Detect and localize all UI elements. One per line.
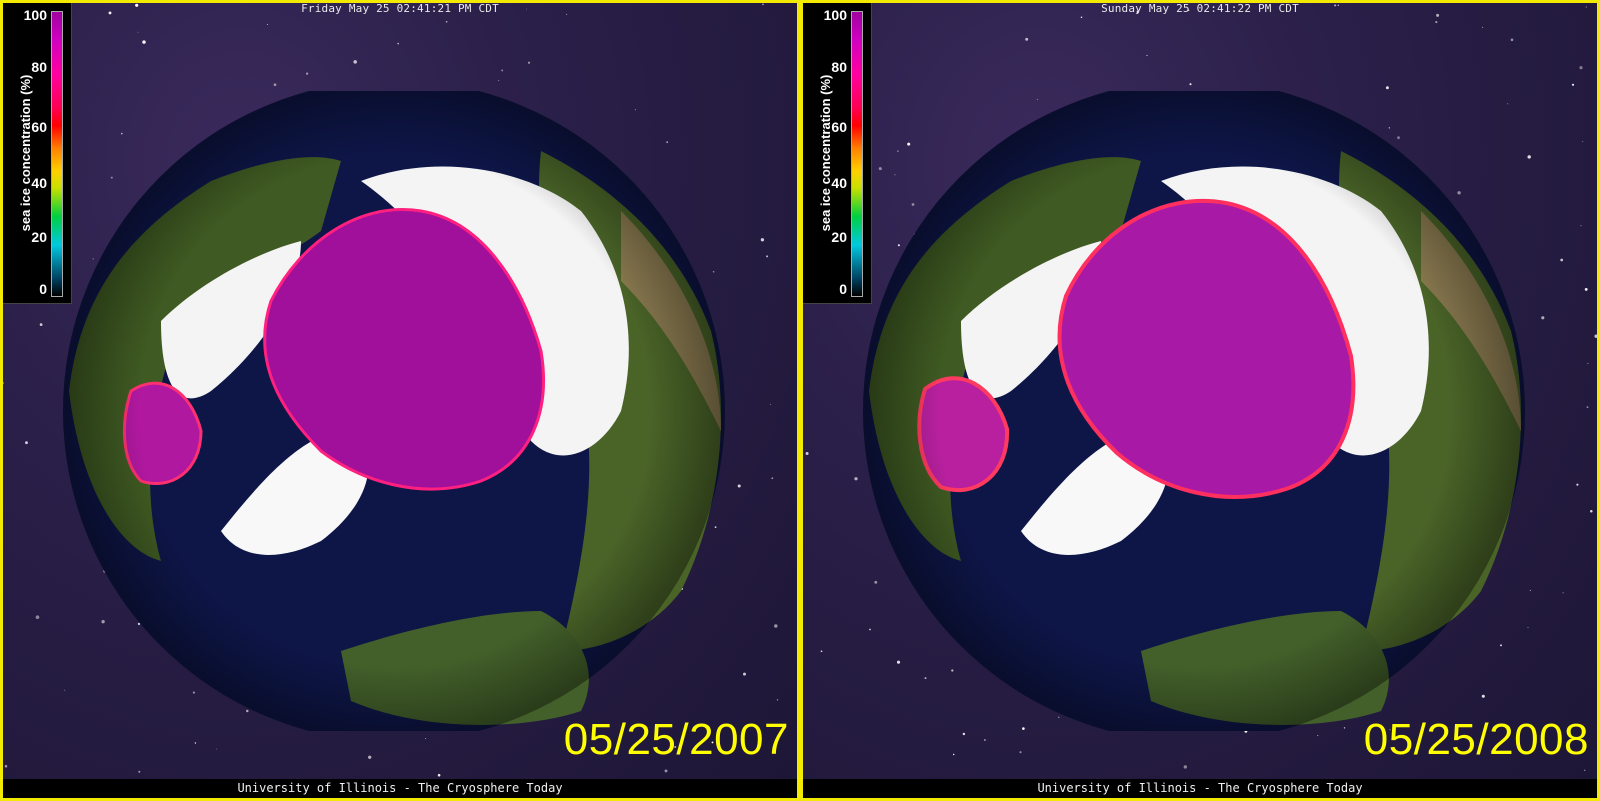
star [962, 732, 966, 736]
date-label: 05/25/2007 [563, 715, 789, 764]
footer-credit: University of Illinois - The Cryosphere … [3, 779, 797, 798]
star [766, 255, 769, 258]
star [776, 699, 779, 701]
star [1080, 16, 1083, 19]
arctic-globe-2008 [861, 91, 1527, 731]
legend-colorbar [851, 11, 863, 297]
legend-tick-40: 40 [31, 175, 47, 191]
star [1576, 483, 1579, 486]
star [737, 484, 741, 488]
arctic-globe-2007 [61, 91, 727, 731]
star [1482, 26, 1484, 28]
legend-tick-80: 80 [831, 59, 847, 75]
star [1580, 225, 1582, 227]
star [1025, 37, 1029, 41]
star [1562, 592, 1564, 594]
star [1435, 21, 1438, 24]
map-panel-2008: sea ice concentration (%) 100 80 60 40 2… [800, 0, 1600, 801]
star [1541, 316, 1545, 320]
star [424, 738, 427, 740]
star [267, 24, 268, 25]
legend-tick-20: 20 [831, 229, 847, 245]
star [1586, 406, 1589, 409]
star [1527, 155, 1531, 159]
star [1527, 627, 1529, 629]
star [1582, 141, 1584, 143]
footer-credit: University of Illinois - The Cryosphere … [803, 779, 1597, 798]
star [305, 72, 309, 75]
star [820, 650, 823, 653]
star [1560, 258, 1564, 262]
timestamp-header: Friday May 25 02:41:21 PM CDT [301, 2, 499, 15]
star [138, 770, 141, 773]
star [774, 624, 778, 628]
star [984, 739, 986, 741]
star [1583, 769, 1586, 772]
star [1146, 54, 1148, 56]
star [805, 452, 809, 455]
timestamp-header: Sunday May 25 02:41:22 PM CDT [1101, 2, 1299, 15]
star [1385, 86, 1389, 90]
star [1529, 589, 1531, 592]
star [1317, 734, 1319, 737]
map-panel-2007: sea ice concentration (%) 100 80 60 40 2… [0, 0, 800, 801]
legend-title: sea ice concentration (%) [818, 74, 833, 232]
legend-title: sea ice concentration (%) [18, 74, 33, 232]
legend: sea ice concentration (%) 100 80 60 40 2… [3, 3, 72, 304]
date-label: 05/25/2008 [1363, 715, 1589, 764]
star [1579, 66, 1583, 70]
star [1571, 83, 1575, 86]
legend: sea ice concentration (%) 100 80 60 40 2… [803, 3, 872, 304]
star [273, 83, 277, 87]
star [1019, 751, 1022, 754]
star [501, 69, 504, 72]
legend-tick-60: 60 [31, 119, 47, 135]
legend-tick-20: 20 [31, 229, 47, 245]
star [1189, 83, 1192, 86]
star [498, 80, 500, 82]
star [1183, 765, 1187, 769]
star [25, 441, 28, 445]
legend-tick-100: 100 [823, 7, 847, 23]
star [1590, 509, 1593, 513]
star [664, 769, 668, 773]
star [1584, 287, 1588, 291]
star [760, 238, 765, 242]
star [1594, 334, 1597, 338]
legend-tick-0: 0 [39, 281, 47, 297]
star [215, 748, 217, 750]
star [743, 672, 746, 676]
star [1510, 38, 1514, 42]
star [854, 477, 858, 481]
legend-colorbar [51, 11, 63, 297]
star [4, 764, 8, 768]
legend-tick-0: 0 [839, 281, 847, 297]
star [368, 755, 372, 759]
star [137, 31, 139, 33]
star [437, 773, 441, 777]
star [3, 381, 5, 385]
star [771, 477, 774, 480]
legend-tick-60: 60 [831, 119, 847, 135]
legend-tick-40: 40 [831, 175, 847, 191]
star [952, 753, 955, 756]
star [527, 61, 531, 64]
star [194, 742, 197, 744]
legend-tick-100: 100 [23, 7, 47, 23]
star [770, 403, 772, 405]
legend-tick-80: 80 [31, 59, 47, 75]
star [1587, 362, 1589, 364]
star [397, 42, 399, 45]
star [35, 615, 40, 619]
star [142, 40, 146, 44]
star [353, 60, 357, 64]
star [39, 323, 43, 326]
star [445, 20, 448, 23]
